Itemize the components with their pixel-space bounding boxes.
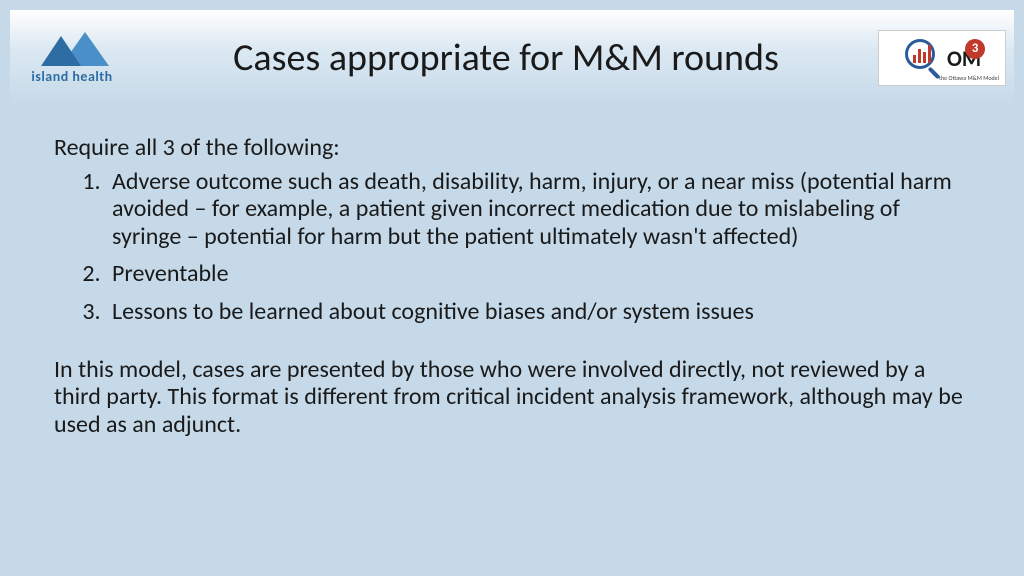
slide-header: island health Cases appropriate for M&M …: [10, 10, 1014, 106]
closing-text: In this model, cases are presented by th…: [54, 356, 970, 439]
island-health-logo: island health: [18, 32, 126, 85]
slide-body: Require all 3 of the following: Adverse …: [0, 106, 1024, 438]
list-item: Preventable: [106, 260, 970, 288]
om-subtext: the Ottawa M&M Model: [939, 74, 999, 82]
mountains-icon: [37, 32, 107, 66]
intro-text: Require all 3 of the following:: [54, 134, 970, 162]
list-item: Lessons to be learned about cognitive bi…: [106, 298, 970, 326]
magnifier-icon: [903, 39, 941, 77]
om-badge: 3: [965, 39, 985, 59]
list-item: Adverse outcome such as death, disabilit…: [106, 168, 970, 251]
om-text: OM 3: [947, 45, 981, 72]
criteria-list: Adverse outcome such as death, disabilit…: [54, 168, 970, 326]
ottawa-mm-model-logo: OM 3 the Ottawa M&M Model: [878, 30, 1006, 86]
island-health-logo-text: island health: [31, 68, 112, 85]
slide-title: Cases appropriate for M&M rounds: [134, 39, 878, 77]
